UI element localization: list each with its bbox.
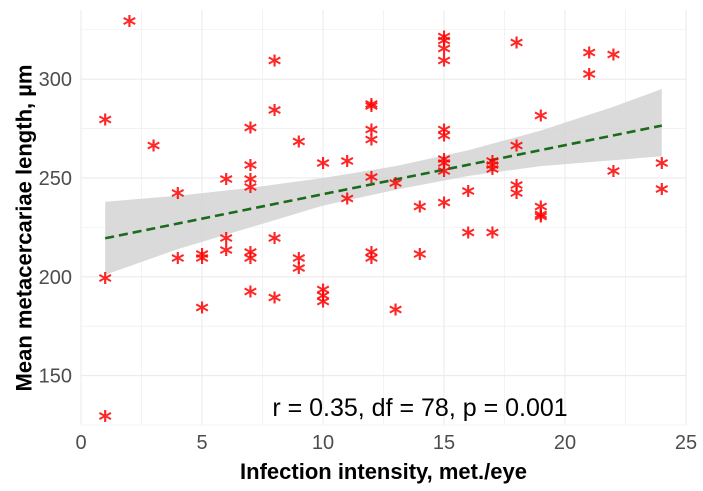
x-tick-label: 5 [196, 432, 207, 454]
data-point: * [437, 125, 451, 155]
data-point: * [98, 110, 112, 140]
data-point: * [98, 406, 112, 436]
data-point: * [365, 120, 379, 150]
data-point: * [437, 27, 451, 57]
data-point: * [413, 197, 427, 227]
data-point: * [365, 94, 379, 124]
data-point: * [219, 169, 233, 199]
x-tick-label: 10 [312, 432, 334, 454]
data-point: * [365, 129, 379, 159]
tick-labels: 0 5 10 15 20 25 150 200 250 300 [39, 69, 698, 454]
data-point: * [486, 151, 500, 181]
data-point: * [244, 248, 258, 278]
data-point: * [510, 183, 524, 213]
y-tick-label: 200 [39, 267, 72, 289]
y-tick-label: 150 [39, 366, 72, 388]
data-point: * [655, 153, 669, 183]
data-point: * [365, 96, 379, 126]
data-point: * [268, 228, 282, 258]
y-tick-label: 250 [39, 168, 72, 190]
data-point: * [195, 244, 209, 274]
data-point: * [365, 242, 379, 272]
data-point: * [365, 248, 379, 278]
data-point: * [486, 222, 500, 252]
trend-line [104, 124, 663, 240]
data-point: * [607, 161, 621, 191]
data-point: * [98, 268, 112, 298]
data-point: * [244, 177, 258, 207]
data-point: * [340, 189, 354, 219]
data-point: * [437, 50, 451, 80]
data-point: * [437, 149, 451, 179]
data-point: * [292, 248, 306, 278]
data-point: * [171, 248, 185, 278]
data-point: * [195, 248, 209, 278]
data-point: * [316, 280, 330, 310]
points-layer: ********** ******************************… [98, 11, 669, 436]
data-point: * [219, 228, 233, 258]
data-point: * [437, 153, 451, 183]
data-point: * [365, 167, 379, 197]
data-point: * [437, 120, 451, 150]
data-point: * [437, 39, 451, 69]
data-point: * [171, 183, 185, 213]
x-axis-title: Infection intensity, met./eye [240, 459, 527, 484]
x-tick-label: 20 [554, 432, 576, 454]
data-point: * [340, 151, 354, 181]
data-point: * [510, 135, 524, 165]
data-point: * [510, 33, 524, 63]
data-point: * [437, 161, 451, 191]
data-point: * [316, 291, 330, 321]
data-point: * [510, 175, 524, 205]
data-point: * [123, 11, 137, 41]
data-point: * [534, 207, 548, 237]
data-point: * [534, 197, 548, 227]
data-point: * [437, 31, 451, 61]
data-point: * [147, 135, 161, 165]
data-point: * [437, 193, 451, 223]
x-tick-label: 25 [675, 432, 697, 454]
data-point: * [292, 258, 306, 288]
data-point: * [268, 100, 282, 130]
data-point: * [244, 169, 258, 199]
data-point: * [486, 159, 500, 189]
data-point: * [461, 222, 475, 252]
data-point: * [582, 64, 596, 94]
data-point: * [389, 299, 403, 329]
data-point: * [268, 50, 282, 80]
data-point: * [607, 44, 621, 74]
y-tick-label: 300 [39, 69, 72, 91]
x-tick-label: 0 [75, 432, 86, 454]
data-point: * [534, 205, 548, 235]
data-point: * [582, 42, 596, 72]
data-point: * [244, 118, 258, 148]
data-point: * [316, 286, 330, 316]
data-point: * [219, 240, 233, 270]
data-point: * [244, 155, 258, 185]
data-point: * [316, 153, 330, 183]
trend-line-layer [104, 124, 663, 240]
data-point: * [413, 244, 427, 274]
data-point: * [461, 181, 475, 211]
data-point: * [268, 288, 282, 318]
data-point: * [389, 173, 403, 203]
data-point: * [655, 179, 669, 209]
data-point: * [534, 106, 548, 136]
y-axis-title: Mean metacercariae length, µm [12, 65, 37, 392]
x-tick-label: 15 [433, 432, 455, 454]
data-point: * [244, 242, 258, 272]
data-point: * [244, 282, 258, 312]
data-point: * [292, 131, 306, 161]
data-point: * [486, 155, 500, 185]
data-point: * [195, 297, 209, 327]
stats-annotation: r = 0.35, df = 78, p = 0.001 [272, 394, 567, 422]
